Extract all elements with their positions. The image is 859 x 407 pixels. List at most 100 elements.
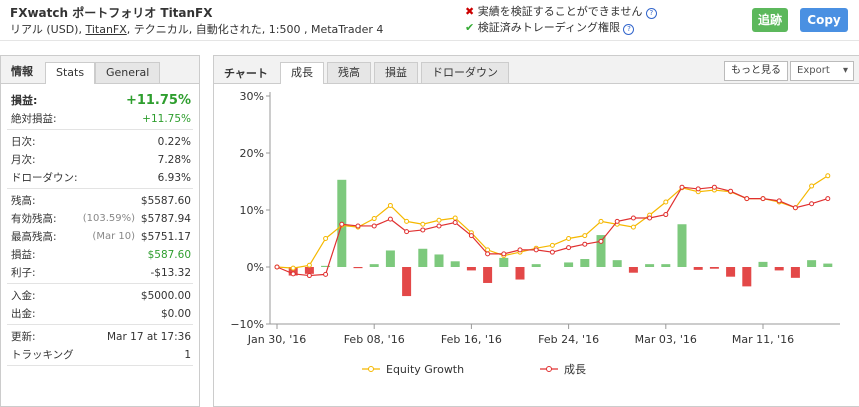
y-tick-label: −10%: [230, 318, 264, 331]
legend-label: Equity Growth: [386, 363, 464, 376]
point: [776, 198, 782, 204]
stat-value: +11.75%: [125, 93, 191, 108]
bar: [693, 267, 703, 270]
stat-row: 損益: $587.60: [11, 246, 191, 264]
stat-row: トラッキング 1: [11, 346, 191, 364]
bar: [580, 259, 590, 267]
point: [420, 221, 426, 227]
bar: [612, 260, 622, 267]
chart-tab[interactable]: 損益: [374, 62, 418, 83]
stat-row: 月次: 7.28%: [11, 151, 191, 169]
x-tick-label: Feb 08, '16: [344, 333, 405, 346]
bar: [564, 262, 574, 267]
x-tick-label: Feb 24, '16: [538, 333, 599, 346]
point: [404, 229, 410, 235]
point: [711, 184, 717, 190]
point: [566, 245, 572, 251]
chart-tab[interactable]: 残高: [327, 62, 371, 83]
point: [728, 188, 734, 194]
stat-label: 有効残高:: [11, 213, 57, 225]
stat-row: 更新: Mar 17 at 17:36: [11, 328, 191, 346]
point: [809, 201, 815, 207]
point: [355, 223, 361, 229]
legend-marker: [368, 366, 374, 372]
bar: [758, 261, 768, 267]
x-tick-label: Jan 30, '16: [247, 333, 306, 346]
stats-panel: 情報 Stats General 損益: +11.75% 絶対損益: +11.75% 日次: 0…: [0, 55, 200, 407]
stat-row: 損益: +11.75%: [11, 92, 191, 110]
stat-row: 有効残高: $5787.94 (103.59%): [11, 210, 191, 228]
point: [679, 184, 685, 190]
chart-tab[interactable]: 成長: [280, 62, 324, 84]
bar: [774, 267, 784, 271]
point: [809, 183, 815, 189]
bar: [402, 267, 412, 297]
y-tick-label: 20%: [240, 147, 264, 160]
verify-ok: ✔ 検証済みトレーディング権限 ?: [465, 19, 635, 35]
point: [825, 196, 831, 202]
separator: [7, 324, 193, 325]
point: [582, 241, 588, 247]
stats-tab[interactable]: Stats: [45, 62, 96, 84]
copy-button[interactable]: Copy: [800, 8, 848, 32]
x-tick-label: Feb 16, '16: [441, 333, 502, 346]
point: [598, 218, 604, 224]
stats-tab[interactable]: General: [95, 62, 161, 83]
point: [744, 196, 750, 202]
point: [290, 271, 296, 277]
point: [339, 221, 345, 227]
point: [436, 217, 442, 223]
bar: [661, 264, 671, 267]
bar: [709, 267, 719, 269]
verify-fail-text: 実績を検証することができません: [477, 5, 643, 18]
bar: [807, 260, 817, 267]
stat-label: 月次:: [11, 154, 36, 166]
chart-tab[interactable]: ドローダウン: [421, 62, 509, 83]
point: [549, 249, 555, 255]
export-button[interactable]: Export ▾: [790, 61, 854, 81]
stat-label: 利子:: [11, 267, 36, 279]
x-tick-label: Mar 11, '16: [732, 333, 794, 346]
export-text: Export: [797, 65, 830, 76]
point: [760, 196, 766, 202]
bar: [466, 267, 476, 271]
stat-label: 損益:: [11, 249, 36, 261]
stat-row: 出金: $0.00: [11, 305, 191, 323]
bar: [677, 224, 687, 267]
point: [614, 218, 620, 224]
y-tick-label: 0%: [247, 261, 264, 274]
stat-value: $5787.94: [140, 213, 191, 225]
point: [371, 216, 377, 222]
stat-value: $5587.60: [140, 195, 191, 207]
point: [630, 224, 636, 230]
point: [323, 236, 329, 241]
point: [274, 264, 280, 270]
stat-value: -$13.32: [150, 267, 191, 279]
follow-button[interactable]: 追跡: [752, 8, 788, 32]
legend-label: 成長: [564, 363, 586, 376]
stat-label: ドローダウン:: [11, 172, 78, 184]
bar: [515, 267, 525, 280]
broker-link[interactable]: TitanFX: [85, 23, 127, 36]
bar: [434, 254, 444, 267]
point: [825, 173, 831, 179]
stat-label: 損益:: [11, 94, 38, 107]
point: [306, 262, 312, 268]
point: [420, 227, 426, 233]
bar: [531, 264, 541, 267]
point: [695, 186, 701, 192]
more-button[interactable]: もっと見る: [724, 61, 788, 81]
stat-note: (Mar 10): [92, 231, 135, 242]
point: [306, 273, 312, 279]
point: [290, 265, 296, 271]
stat-value: Mar 17 at 17:36: [107, 331, 191, 343]
bar: [321, 265, 331, 267]
stat-value: $5751.17: [140, 231, 191, 243]
subtitle: リアル (USD), TitanFX, テクニカル, 自動化された, 1:500…: [10, 21, 383, 37]
subtitle-text: リアル (USD),: [10, 23, 86, 36]
point: [485, 247, 491, 253]
chart-panel-label: チャート: [224, 67, 268, 80]
title: FXwatch ポートフォリオ TitanFX: [10, 6, 213, 20]
bar: [288, 267, 298, 276]
